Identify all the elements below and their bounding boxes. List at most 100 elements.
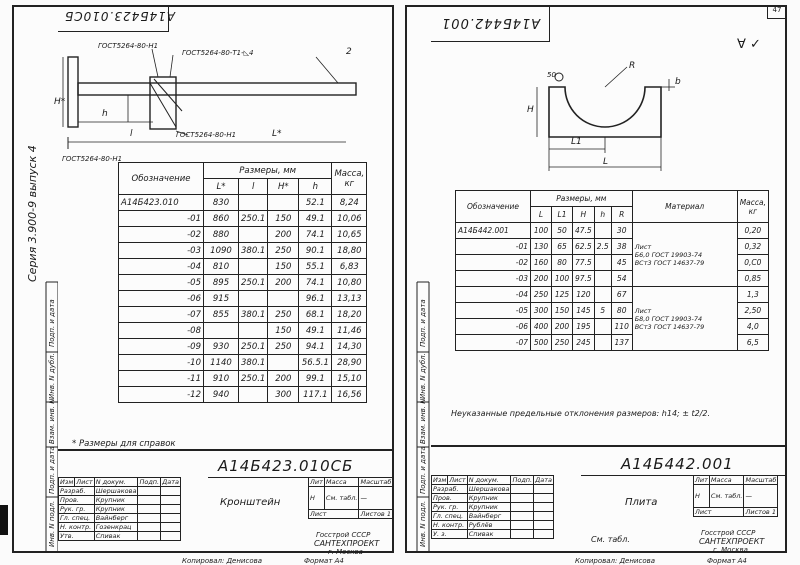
title-block-code-r: А14Б442.001 (621, 455, 734, 473)
signature-row: Гл. спец. Вайнберг (431, 511, 554, 521)
table-row: -04 810 150 55.1 6,83 (118, 258, 368, 275)
cell-L: 940 (203, 386, 239, 403)
sig-header: Дата (533, 475, 554, 485)
cell-m: 6,5 (736, 334, 770, 351)
cell-H: 250 (267, 306, 300, 323)
cell-h: 90.1 (298, 242, 333, 259)
cell-L: 500 (530, 334, 552, 351)
table-row: -12 940 300 117.1 16,56 (118, 386, 368, 403)
gost-label-2: ГОСТ5264-80-Т1-◺4 (182, 49, 254, 57)
side-strip-lines-right (416, 281, 430, 551)
title-block-material-r: См. табл. (591, 535, 630, 544)
col-sizes: Размеры, мм (202, 162, 333, 179)
cell-d: -10 (118, 354, 204, 371)
cell-L1: 150 (551, 302, 573, 319)
cell-d: -05 (118, 274, 204, 291)
cell-d: А14Б423.010 (118, 194, 204, 211)
material-line: ВСт3 ГОСТ 14637-79 (634, 258, 705, 267)
cell-L1: 50 (551, 222, 573, 239)
format-left: Формат А4 (304, 557, 344, 565)
cell-m: 18,20 (331, 306, 368, 323)
sig-role: Разраб. (431, 484, 468, 494)
scan-edge-mark (0, 505, 8, 535)
org-line-2: САНТЕХПРОЕКТ (314, 539, 380, 548)
drawing-sheet-right: 47 Подп. и дата Инв. N дубл. Взам. инв. … (405, 5, 787, 565)
cell-h: 99.1 (298, 370, 333, 387)
sig-name: Крупник (466, 493, 512, 503)
material-line: Б6,0 ГОСТ 19903-74 (634, 250, 703, 259)
roughness-mark: ∀ ✓ (737, 37, 761, 52)
side-label-r4: Подп. и дата (419, 446, 427, 494)
dim-l: l (130, 129, 133, 139)
cell-H: 97.5 (572, 270, 595, 287)
cell-d: -05 (455, 302, 531, 319)
cell-d: -03 (455, 270, 531, 287)
sig-header: Лист (74, 477, 95, 487)
cell-m: 0,C0 (736, 254, 770, 271)
cell-H: 200 (267, 370, 300, 387)
sub-L: L* (203, 178, 239, 195)
cell-d: -07 (455, 334, 531, 351)
copied-by-left: Копировал: Денисова (182, 557, 263, 565)
org-line-2-r: САНТЕХПРОЕКТ (699, 537, 765, 546)
sig-role: У. з. (431, 529, 468, 539)
dim-L-right: L (603, 157, 609, 167)
signature-row: Рук. гр. Крупник (58, 504, 181, 514)
cell-h (593, 222, 612, 239)
dim-L1: L1 (571, 137, 582, 147)
cell-h: 56.5.1 (298, 354, 333, 371)
cell-d: -01 (118, 210, 204, 227)
sig-name: Шершакова (466, 484, 512, 494)
cell-L: 830 (203, 194, 239, 211)
cell-m: 0,20 (736, 222, 770, 239)
cell-L: 250 (530, 286, 552, 303)
top-stamp-code-right: А14Б442.001 (441, 15, 541, 30)
cell-h (593, 334, 612, 351)
gost-label-1: ГОСТ5264-80-Н1 (98, 42, 159, 50)
sig-role: Рук. гр. (58, 504, 95, 514)
org-line-1-r: Госстрой СССР (701, 529, 756, 537)
cell-h: 96.1 (298, 290, 333, 307)
cell-m: 10,80 (331, 274, 368, 291)
title-block-name: Кронштейн (220, 497, 281, 508)
signature-row: Разраб. Шершакова (431, 484, 554, 494)
table-row: -02 880 200 74.1 10,65 (118, 226, 368, 243)
cell-L: 1090 (203, 242, 239, 259)
title-block-right: А14Б442.001 Плита См. табл. Лит Масса Масш… (430, 445, 785, 555)
bracket-drawing (62, 48, 357, 149)
cell-H: 200 (267, 274, 300, 291)
drawing-sheet-left: Подп. и дата Инв. N дубл. Взам. инв. N П… (12, 5, 394, 565)
side-label-r1: Подп. и дата (419, 299, 427, 347)
dim-H: H* (54, 97, 66, 107)
cell-R: 30 (610, 222, 633, 239)
gost-label-3: ГОСТ5264-80-Н1 (176, 131, 237, 139)
sig-name: Вайнберг (93, 513, 139, 523)
cell-m: 28,90 (331, 354, 368, 371)
cell-d: -03 (118, 242, 204, 259)
col-material-r: Материал (631, 190, 738, 223)
cell-m: 0,85 (736, 270, 770, 287)
table-row: -03 200 100 97.5 54 0,85 (455, 270, 770, 287)
table-row: А14Б442.001 100 50 47.5 30 Лист Б6,0 ГОСТ 1990… (455, 222, 770, 287)
cell-h: 52.1 (298, 194, 333, 211)
material-line: ВСт3 ГОСТ 14637-79 (634, 322, 705, 331)
signature-row: Утв. Спивак (58, 531, 181, 541)
table-row: -03 1090 380.1 250 90.1 18,80 (118, 242, 368, 259)
copied-by-right: Копировал: Денисова (575, 557, 656, 565)
cell-L1: 125 (551, 286, 573, 303)
material-line: Б8,0 ГОСТ 19903-74 (634, 314, 703, 323)
side-strip-lines (45, 281, 58, 551)
top-stamp-box-right: А14Б442.001 (431, 7, 550, 42)
sig-role: Гл. спец. (431, 511, 468, 521)
cell-d: -04 (118, 258, 204, 275)
sig-header: Подп. (137, 477, 162, 487)
table-row: -01 860 250.1 150 49.1 10,06 (118, 210, 368, 227)
cell-H: 77.5 (572, 254, 595, 271)
cell-m: 16,56 (331, 386, 368, 403)
cell-H: 245 (572, 334, 595, 351)
cell-H: 150 (267, 258, 300, 275)
title-block-name-r: Плита (625, 497, 658, 508)
cell-L (203, 322, 239, 339)
bracket-size-table: Обозначение Размеры, мм Масса, кг L* l H… (118, 162, 368, 403)
top-stamp-box: А14Б423.010СБ (58, 7, 175, 32)
